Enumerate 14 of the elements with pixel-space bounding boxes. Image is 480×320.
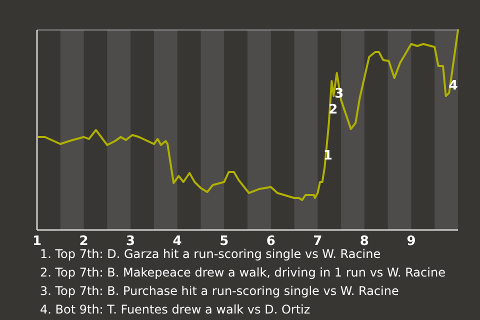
annotation: 3: [334, 86, 344, 102]
text: 4. Bot 9th: T. Fuentes drew a walk vs D. Ortiz: [40, 302, 310, 316]
x-tick-label: 5: [220, 234, 229, 249]
text: 1. Top 7th: D. Garza hit a run-scoring single vs W. Racine: [40, 247, 381, 261]
x-tick-label: 3: [126, 234, 136, 249]
x-tick-label: 8: [360, 234, 369, 249]
x-tick-label: 1: [32, 234, 42, 249]
x-tick-label: 9: [406, 234, 416, 249]
x-tick-label: 2: [79, 234, 88, 249]
x-tick-label: 6: [266, 234, 276, 249]
text: 3. Top 7th: B. Purchase hit a run-scoring single vs W. Racine: [40, 284, 399, 298]
x-tick-label: 7: [313, 234, 322, 249]
x-tick-label: 4: [172, 234, 182, 249]
text: 2. Top 7th: B. Makepeace drew a walk, driving in 1 run vs W. Racine: [40, 266, 446, 280]
